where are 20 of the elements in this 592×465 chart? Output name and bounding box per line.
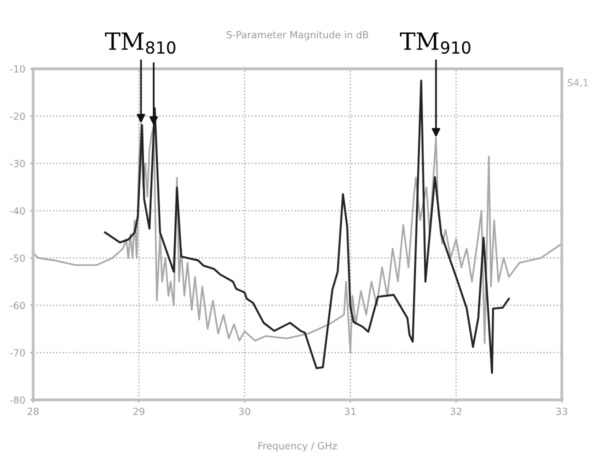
x-tick-label: 31 <box>344 408 356 416</box>
x-axis-title: Frequency / GHz <box>258 442 337 452</box>
x-tick-label: 33 <box>556 408 568 416</box>
annotation: TM$_{810}$ <box>104 32 176 54</box>
line-series <box>104 80 510 374</box>
chart-title: S-Parameter Magnitude in dB <box>226 30 368 40</box>
y-tick-label: -10 <box>10 65 25 73</box>
y-tick-label: -20 <box>10 112 25 120</box>
x-tick-label: 28 <box>28 408 39 416</box>
annotation: TM$_{910}$ <box>400 32 470 54</box>
y-tick-label: -30 <box>10 160 25 168</box>
x-tick-label: 32 <box>450 408 462 416</box>
y-tick-label: -50 <box>10 254 25 262</box>
y-tick-label: -70 <box>10 349 25 356</box>
x-tick-label: 29 <box>133 408 144 416</box>
x-tick-label: 30 <box>239 408 250 416</box>
y-tick-label: -60 <box>10 302 25 310</box>
text: S4,1 <box>568 78 588 88</box>
y-tick-label: -40 <box>10 207 25 215</box>
y-tick-label: -80 <box>10 396 25 404</box>
